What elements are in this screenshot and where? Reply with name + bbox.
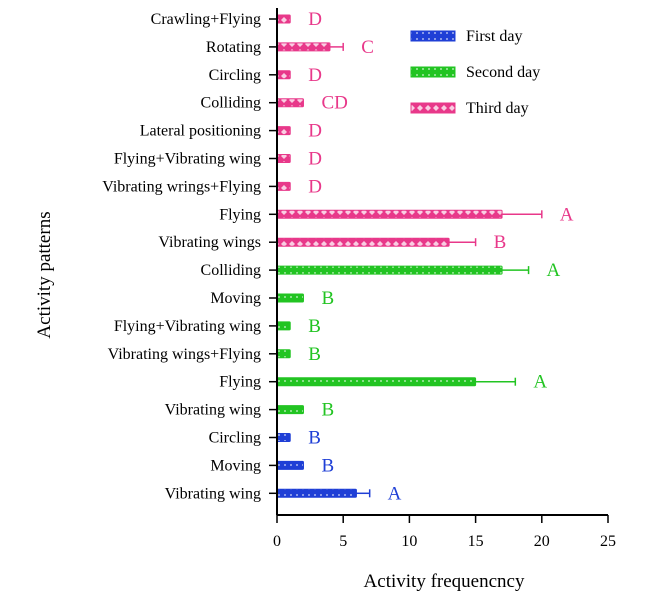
legend-label: First day bbox=[466, 28, 522, 45]
bar bbox=[276, 70, 291, 80]
bar bbox=[276, 349, 291, 359]
category-label: Flying+Vibrating wing bbox=[114, 151, 261, 168]
bar bbox=[276, 405, 304, 415]
bar bbox=[276, 98, 304, 108]
x-tick-label: 5 bbox=[339, 533, 347, 550]
significance-letter: D bbox=[308, 121, 322, 142]
bar bbox=[276, 126, 291, 136]
significance-letter: A bbox=[560, 204, 574, 225]
significance-letter: A bbox=[533, 372, 547, 393]
significance-letter: D bbox=[308, 9, 322, 30]
category-label: Circling bbox=[209, 67, 261, 84]
x-tick-label: 0 bbox=[273, 533, 281, 550]
significance-letter: A bbox=[547, 260, 561, 281]
bar bbox=[276, 460, 304, 470]
significance-letter: B bbox=[308, 316, 321, 337]
bar bbox=[276, 237, 450, 247]
x-tick-label: 10 bbox=[401, 533, 417, 550]
bar bbox=[276, 181, 291, 191]
x-tick-label: 20 bbox=[534, 533, 550, 550]
bar bbox=[276, 209, 503, 219]
bar bbox=[276, 488, 357, 498]
category-label: Vibrating wing bbox=[165, 402, 261, 419]
legend-swatch bbox=[410, 30, 456, 42]
x-axis-title: Activity frequencncy bbox=[364, 571, 525, 592]
significance-letter: B bbox=[308, 344, 321, 365]
significance-letter: A bbox=[388, 483, 402, 504]
significance-letter: B bbox=[494, 232, 507, 253]
category-label: Flying+Vibrating wing bbox=[114, 318, 261, 335]
axes-layer bbox=[269, 8, 609, 523]
bar bbox=[276, 433, 291, 442]
bar bbox=[276, 293, 304, 303]
bars-layer bbox=[276, 14, 543, 498]
significance-letter: B bbox=[308, 428, 321, 449]
category-label: Rotating bbox=[206, 39, 261, 56]
category-label: Flying bbox=[219, 206, 261, 223]
labels-layer: Crawling+Flying D Rotating C Circling D Collid… bbox=[102, 9, 616, 550]
significance-letter: B bbox=[321, 455, 334, 476]
category-label: Crawling+Flying bbox=[151, 11, 261, 28]
legend-swatch bbox=[410, 66, 456, 78]
bar bbox=[276, 321, 291, 331]
legend-label: Second day bbox=[466, 64, 540, 81]
category-label: Vibrating wings+Flying bbox=[108, 346, 261, 363]
category-label: Moving bbox=[210, 457, 261, 474]
category-label: Moving bbox=[210, 290, 261, 307]
significance-letter: D bbox=[308, 176, 322, 197]
bar bbox=[276, 14, 291, 24]
bar bbox=[276, 265, 503, 275]
bar bbox=[276, 42, 331, 52]
significance-letter: CD bbox=[321, 93, 347, 114]
significance-letter: D bbox=[308, 149, 322, 170]
significance-letter: B bbox=[321, 400, 334, 421]
x-tick-label: 25 bbox=[600, 533, 616, 550]
category-label: Flying bbox=[219, 374, 261, 391]
bar bbox=[276, 377, 477, 387]
significance-letter: C bbox=[361, 37, 374, 58]
category-label: Colliding bbox=[201, 95, 261, 112]
significance-letter: D bbox=[308, 65, 322, 86]
bar bbox=[276, 154, 291, 163]
legend-swatch bbox=[410, 102, 456, 114]
category-label: Circling bbox=[209, 430, 261, 447]
category-label: Vibrating wings bbox=[158, 234, 261, 251]
category-label: Colliding bbox=[201, 262, 261, 279]
category-label: Lateral positioning bbox=[140, 123, 261, 140]
legend: First day Second day Third day bbox=[410, 28, 540, 117]
y-axis-title: Activity patterns bbox=[34, 211, 55, 338]
significance-letter: B bbox=[321, 288, 334, 309]
category-label: Vibrating wing bbox=[165, 485, 261, 502]
x-tick-label: 15 bbox=[468, 533, 484, 550]
legend-label: Third day bbox=[466, 100, 529, 117]
category-label: Vibrating wrings+Flying bbox=[102, 178, 261, 195]
